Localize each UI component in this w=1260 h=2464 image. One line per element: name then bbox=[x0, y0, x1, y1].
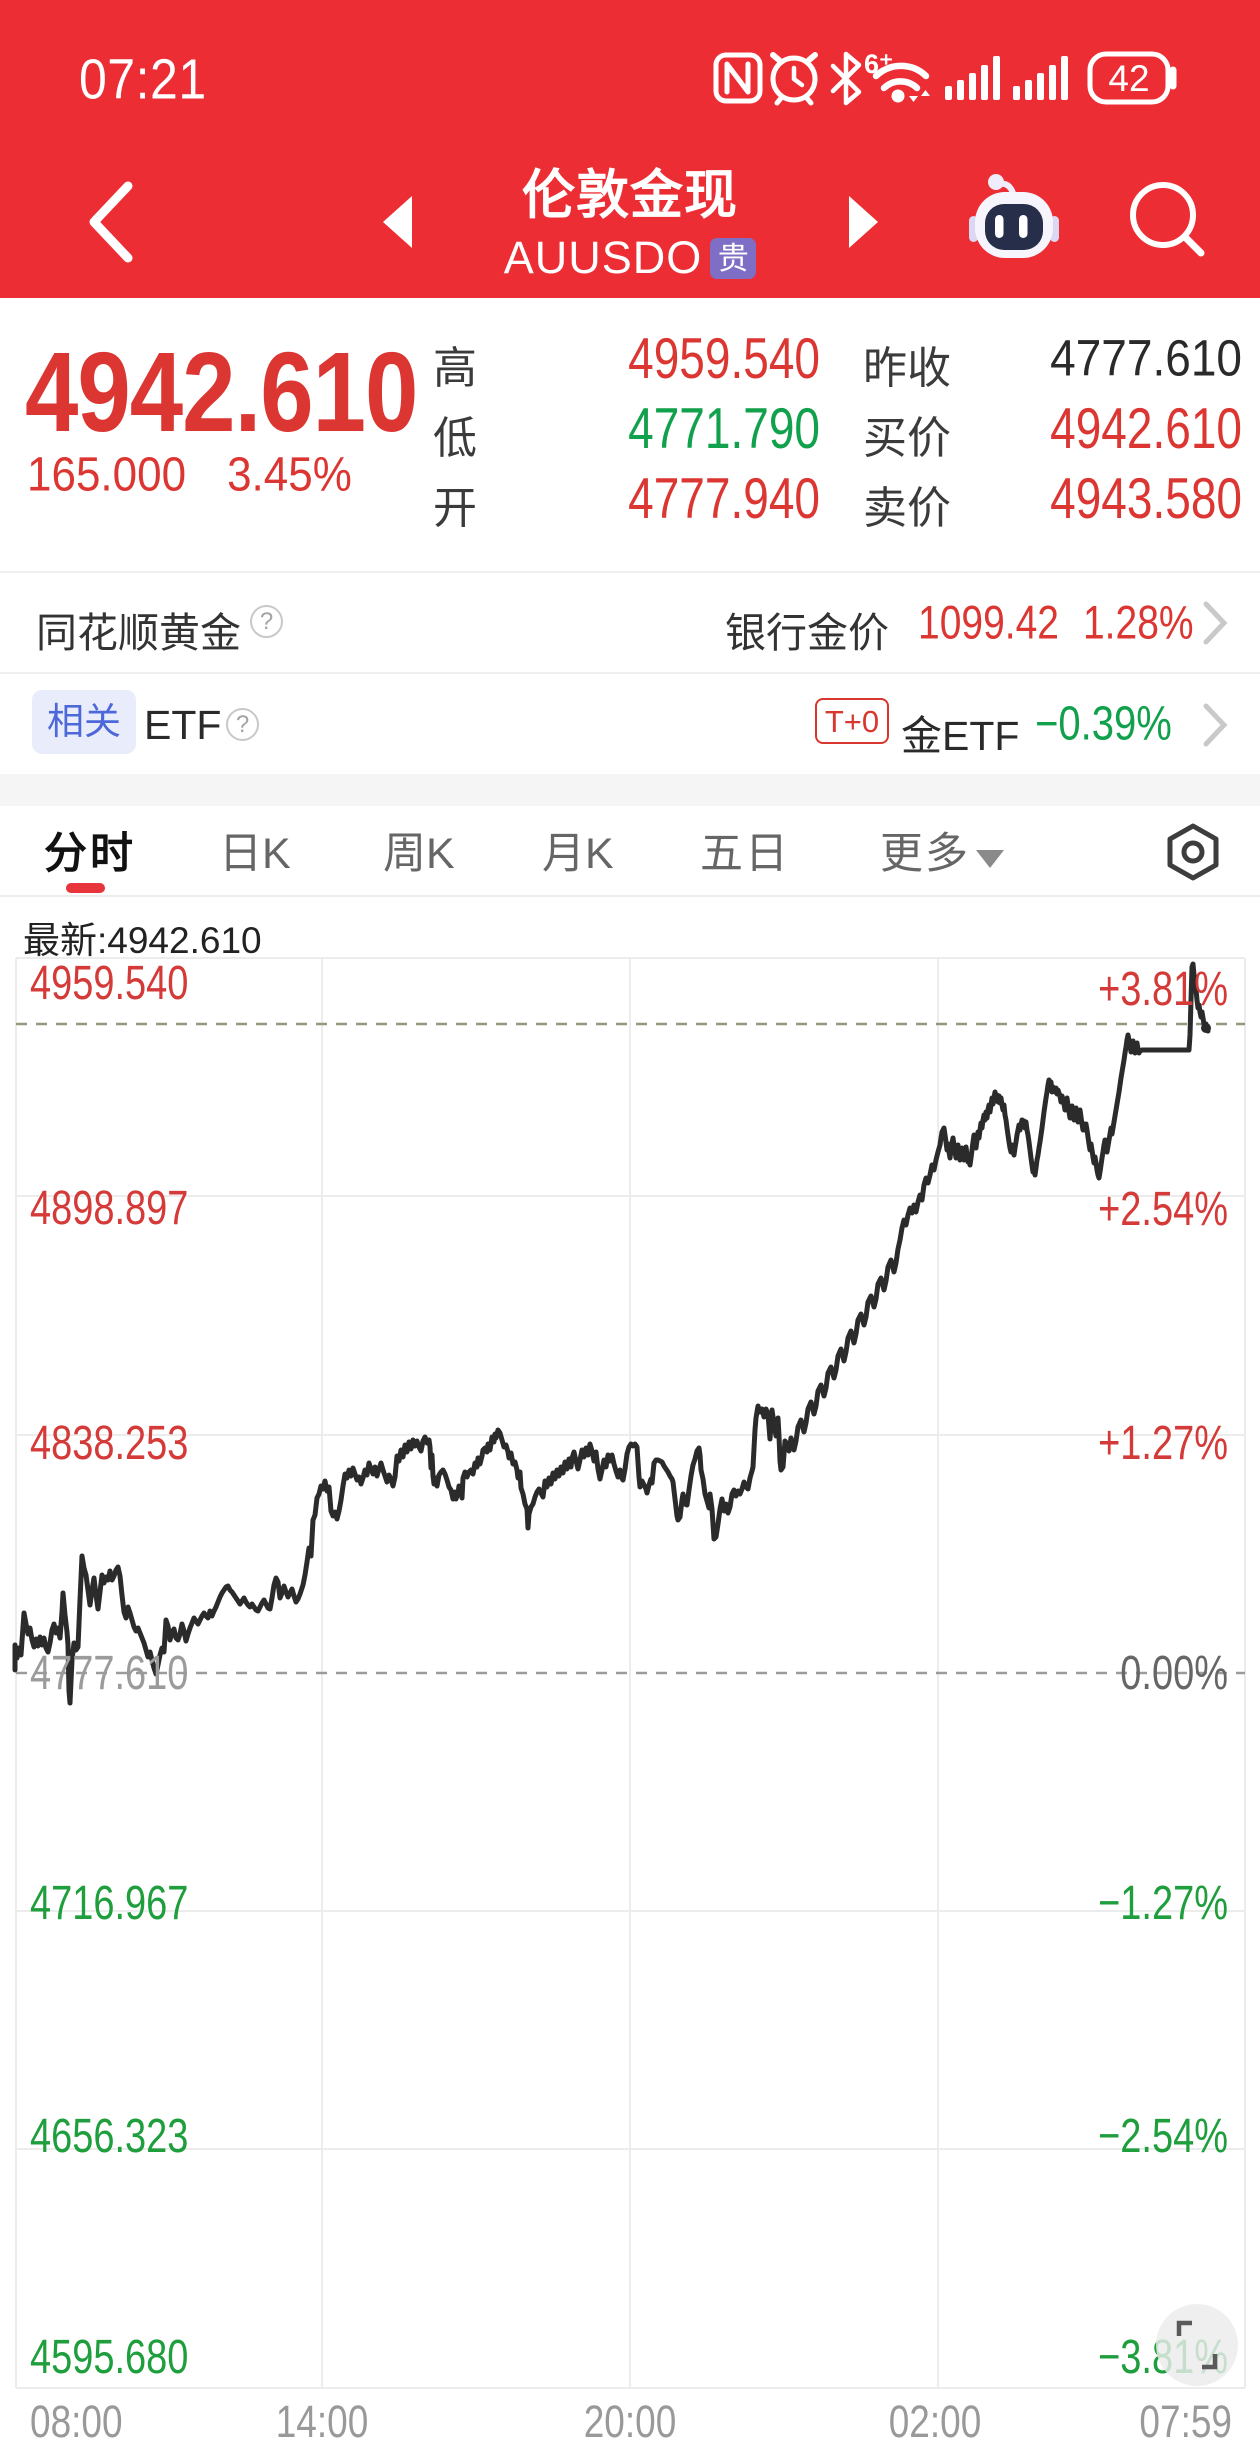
svg-text:07:59: 07:59 bbox=[1139, 2397, 1232, 2447]
svg-text:4838.253: 4838.253 bbox=[30, 1416, 188, 1471]
svg-text:4777.610: 4777.610 bbox=[30, 1646, 188, 1701]
svg-text:−1.27%: −1.27% bbox=[1098, 1876, 1228, 1931]
svg-text:4959.540: 4959.540 bbox=[30, 956, 188, 1011]
svg-text:4898.897: 4898.897 bbox=[30, 1181, 188, 1236]
svg-text:4656.323: 4656.323 bbox=[30, 2109, 188, 2164]
svg-text:20:00: 20:00 bbox=[584, 2397, 677, 2447]
svg-text:08:00: 08:00 bbox=[30, 2397, 123, 2447]
svg-text:0.00%: 0.00% bbox=[1120, 1646, 1228, 1701]
svg-text:+3.81%: +3.81% bbox=[1098, 962, 1228, 1017]
svg-text:4595.680: 4595.680 bbox=[30, 2330, 188, 2385]
svg-text:42: 42 bbox=[1108, 58, 1149, 99]
svg-text:4716.967: 4716.967 bbox=[30, 1876, 188, 1931]
svg-text:+2.54%: +2.54% bbox=[1098, 1182, 1228, 1237]
svg-text:+1.27%: +1.27% bbox=[1098, 1416, 1228, 1471]
svg-text:14:00: 14:00 bbox=[276, 2397, 369, 2447]
svg-text:−2.54%: −2.54% bbox=[1098, 2109, 1228, 2164]
svg-text:02:00: 02:00 bbox=[889, 2397, 982, 2447]
